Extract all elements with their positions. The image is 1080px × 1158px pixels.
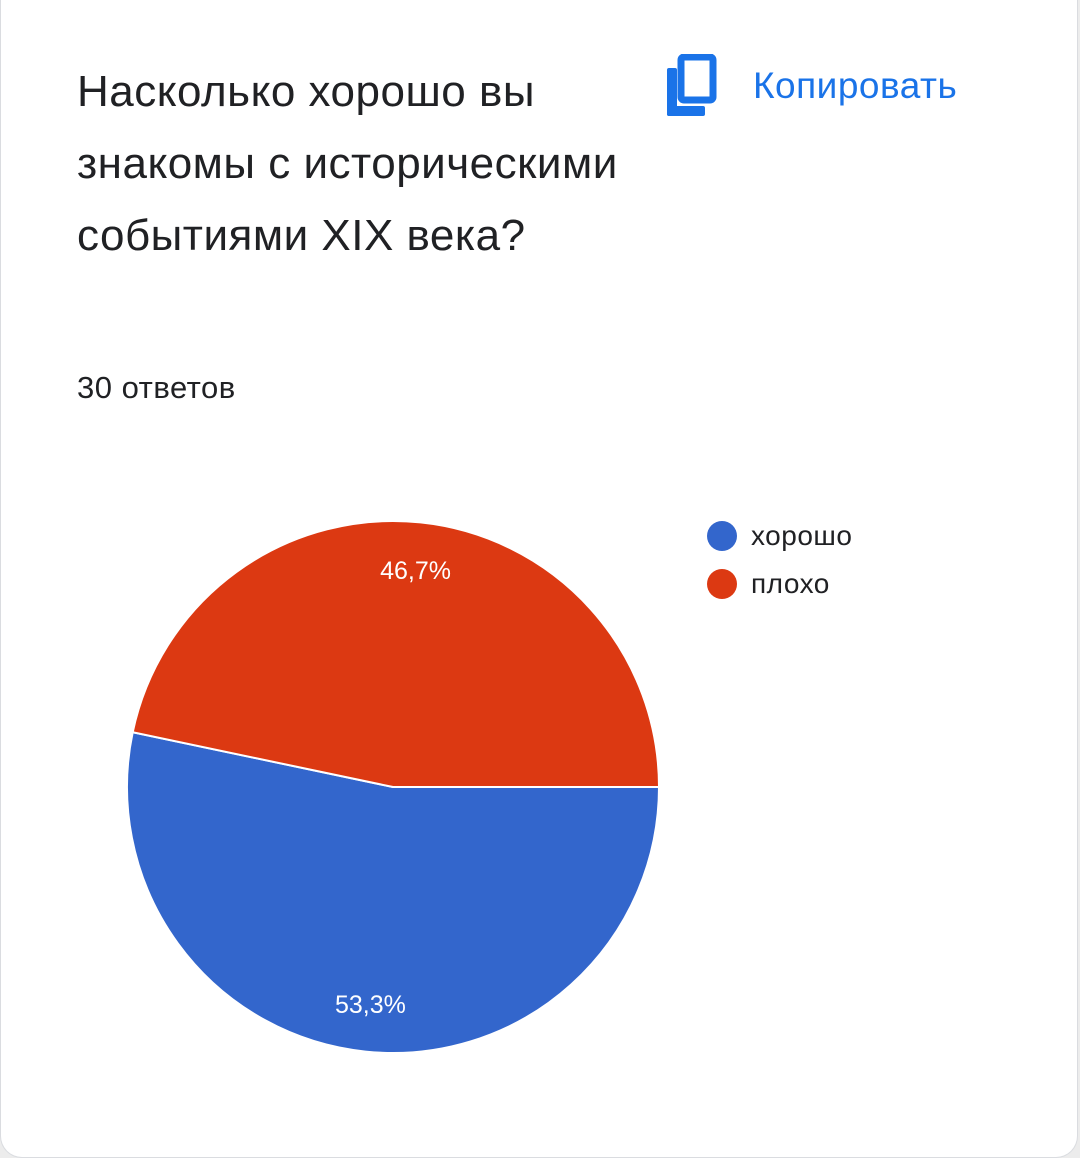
pie-slice-label-1: 46,7% xyxy=(380,557,451,585)
pie-chart: 53,3% 46,7% xyxy=(126,519,661,1054)
legend-label: плохо xyxy=(751,568,830,599)
copy-chart-button[interactable]: Копировать xyxy=(651,48,969,124)
legend-item-0: хорошо xyxy=(707,512,852,560)
chart-legend: хорошо плохо xyxy=(707,512,852,608)
pie-slice-0[interactable] xyxy=(126,731,661,1054)
copy-button-label: Копировать xyxy=(753,65,958,106)
copy-icon xyxy=(663,54,719,118)
legend-label: хорошо xyxy=(751,520,853,551)
pie-slice-1[interactable] xyxy=(131,519,661,788)
response-count: 30 ответов xyxy=(77,370,236,405)
question-title: Насколько хорошо вы знакомы с историческ… xyxy=(77,67,618,260)
legend-swatch xyxy=(707,521,737,551)
legend-item-1: плохо xyxy=(707,560,852,608)
pie-slice-label-0: 53,3% xyxy=(335,991,406,1019)
legend-swatch xyxy=(707,569,737,599)
